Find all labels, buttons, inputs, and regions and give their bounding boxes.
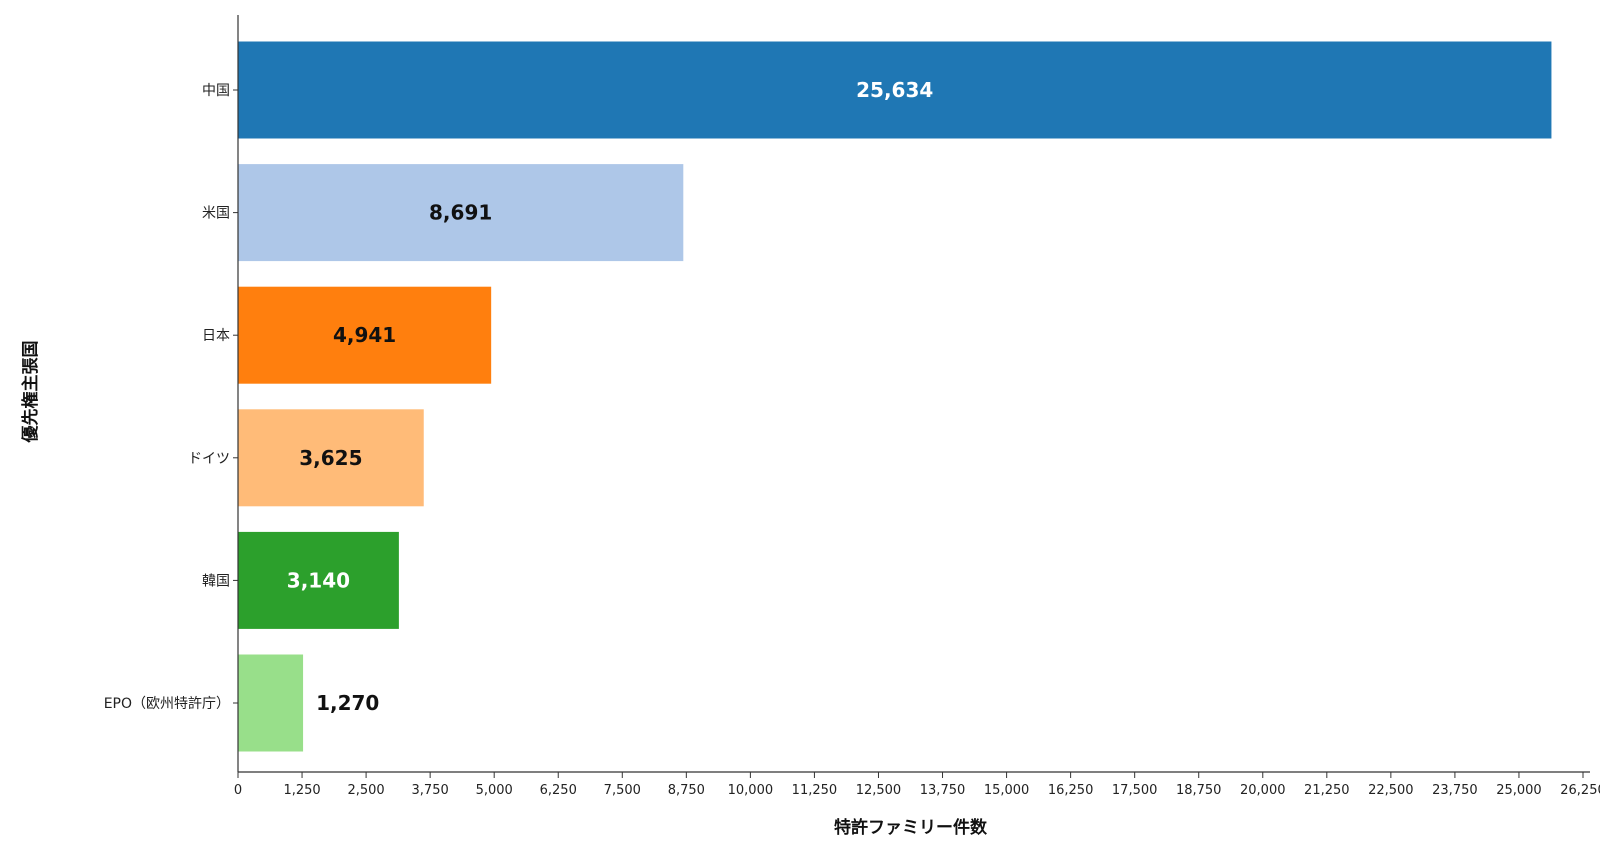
x-tick-label: 20,000 [1240,783,1286,798]
x-tick-label: 3,750 [412,783,449,798]
x-tick-label: 16,250 [1048,783,1094,798]
category-label: ドイツ [188,451,230,467]
x-tick-label: 15,000 [984,783,1030,798]
category-label: 米国 [202,206,230,222]
category-label: 中国 [202,83,230,99]
x-tick-label: 8,750 [668,783,705,798]
x-tick-label: 22,500 [1368,783,1414,798]
bar-value-label: 8,691 [429,201,492,225]
x-tick-label: 7,500 [604,783,641,798]
bar-value-label: 4,941 [333,323,396,347]
x-tick-label: 11,250 [792,783,838,798]
bar-value-label: 3,140 [287,568,350,592]
x-tick-label: 6,250 [540,783,577,798]
category-label: EPO（欧州特許庁） [104,696,230,712]
x-tick-label: 18,750 [1176,783,1222,798]
bar-value-label: 1,270 [316,691,379,715]
x-tick-label: 21,250 [1304,783,1350,798]
category-label: 日本 [202,328,230,344]
x-tick-label: 2,500 [347,783,384,798]
x-tick-label: 1,250 [283,783,320,798]
x-axis: 0 1,250 2,500 3,750 5,000 6,250 7,500 8,750 10,0… [234,771,1600,798]
x-tick-label: 25,000 [1496,783,1542,798]
x-tick-label: 12,500 [856,783,902,798]
bar-0 [238,41,1552,139]
x-tick-label: 5,000 [476,783,513,798]
bar-value-label: 25,634 [856,78,933,102]
x-tick-label: 0 [234,783,242,798]
bar-2 [238,286,492,384]
bar-5 [238,654,304,752]
x-tick-label: 13,750 [920,783,966,798]
bar-4 [238,531,399,629]
x-tick-label: 10,000 [728,783,774,798]
x-tick-label: 26,250 [1560,783,1600,798]
x-axis-title: 特許ファミリー件数 [834,817,988,838]
bar-1 [238,164,684,262]
bar-value-label: 3,625 [299,446,362,470]
bars-group: 25,634 8,691 4,941 3,625 3,140 1,270 [238,41,1552,752]
x-tick-label: 17,500 [1112,783,1158,798]
category-label: 韓国 [202,573,230,589]
y-axis-title: 優先権主張国 [20,341,41,444]
x-tick-label: 23,750 [1432,783,1478,798]
bar-3 [238,409,424,507]
